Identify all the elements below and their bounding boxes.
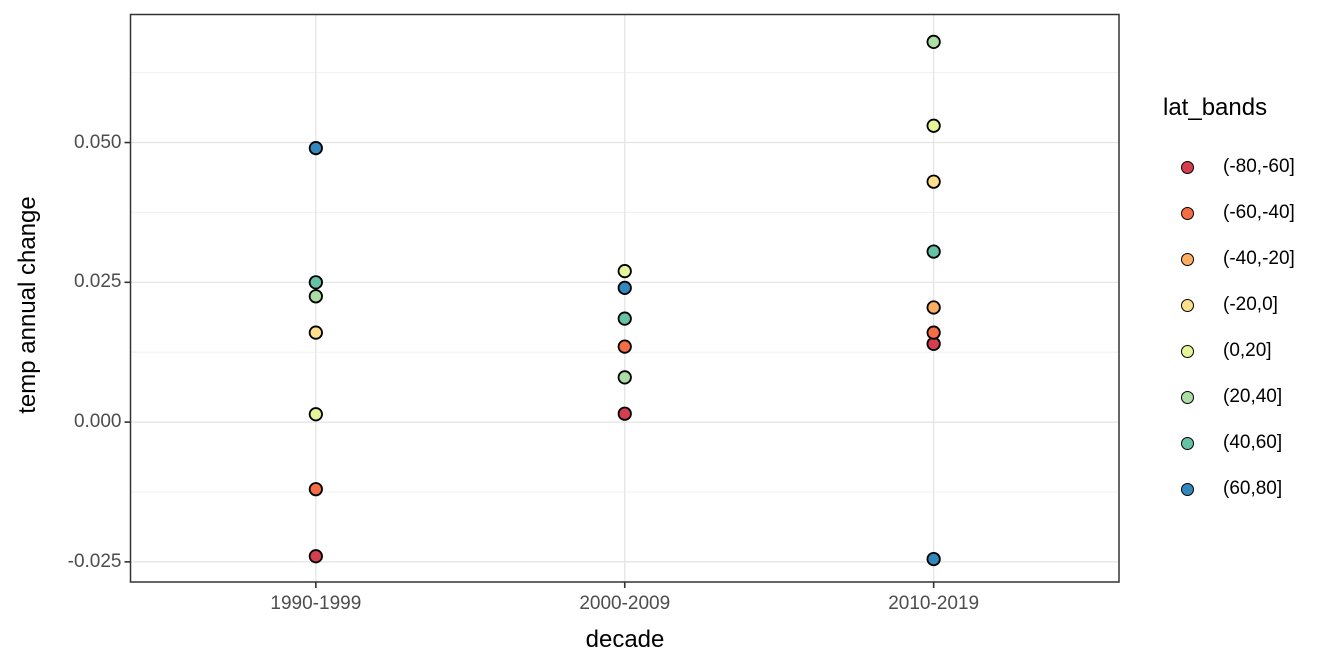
data-point <box>926 34 941 49</box>
data-point <box>308 407 323 422</box>
legend-label: (-40,-20] <box>1223 248 1295 269</box>
data-point <box>308 275 323 290</box>
legend-item: (-20,0] <box>1163 282 1338 328</box>
data-point <box>617 339 632 354</box>
legend-item: (0,20] <box>1163 328 1338 374</box>
legend-swatch-icon <box>1181 298 1194 312</box>
legend-label: (20,40] <box>1223 386 1283 407</box>
legend-swatch-icon <box>1181 160 1194 174</box>
legend-items: (-80,-60] (-60,-40] (-40,-20] (-20,0] (0,20]… <box>1163 144 1338 512</box>
x-axis-title: decade <box>585 626 665 653</box>
legend-item: (-60,-40] <box>1163 190 1338 236</box>
data-point <box>926 174 941 189</box>
data-point <box>926 551 941 567</box>
legend: lat_bands (-80,-60] (-60,-40] (-40,-20] (-2… <box>1163 94 1338 512</box>
y-axis-title: temp annual change <box>14 196 41 414</box>
legend-item: (-40,-20] <box>1163 236 1338 282</box>
data-point <box>617 280 632 296</box>
y-tick-label: 0.025 <box>73 271 122 293</box>
data-point <box>308 325 323 340</box>
data-point <box>617 370 632 385</box>
legend-label: (60,80] <box>1223 478 1283 499</box>
data-point <box>926 244 941 259</box>
x-tick-label: 1990-1999 <box>270 593 362 614</box>
legend-title: lat_bands <box>1163 94 1268 121</box>
x-tick-label: 2000-2009 <box>579 593 671 614</box>
data-point <box>617 311 632 326</box>
legend-swatch-icon <box>1181 390 1194 404</box>
legend-item: (20,40] <box>1163 374 1338 420</box>
data-point <box>617 264 632 279</box>
legend-item: (40,60] <box>1163 420 1338 466</box>
legend-swatch-icon <box>1181 344 1194 358</box>
data-point <box>308 289 323 304</box>
data-point <box>308 141 323 156</box>
data-point <box>926 325 941 340</box>
legend-item: (60,80] <box>1163 466 1338 512</box>
y-tick-label: -0.025 <box>67 550 122 572</box>
data-point <box>617 406 632 421</box>
y-tick-label: 0.000 <box>73 411 122 433</box>
data-point <box>308 482 323 497</box>
legend-swatch-icon <box>1181 206 1194 220</box>
legend-swatch-icon <box>1181 482 1194 496</box>
y-tick-label: 0.050 <box>73 131 122 153</box>
legend-label: (0,20] <box>1223 340 1272 361</box>
legend-label: (40,60] <box>1223 432 1283 453</box>
data-point <box>926 300 941 315</box>
legend-label: (-80,-60] <box>1223 156 1295 177</box>
x-tick-label: 2010-2019 <box>888 593 980 614</box>
legend-swatch-icon <box>1181 436 1194 450</box>
panel-border <box>129 13 1120 583</box>
legend-swatch-icon <box>1181 252 1194 266</box>
legend-label: (-20,0] <box>1223 294 1278 315</box>
data-point <box>926 118 941 133</box>
legend-label: (-60,-40] <box>1223 202 1295 223</box>
legend-item: (-80,-60] <box>1163 144 1338 190</box>
data-point <box>308 549 323 564</box>
